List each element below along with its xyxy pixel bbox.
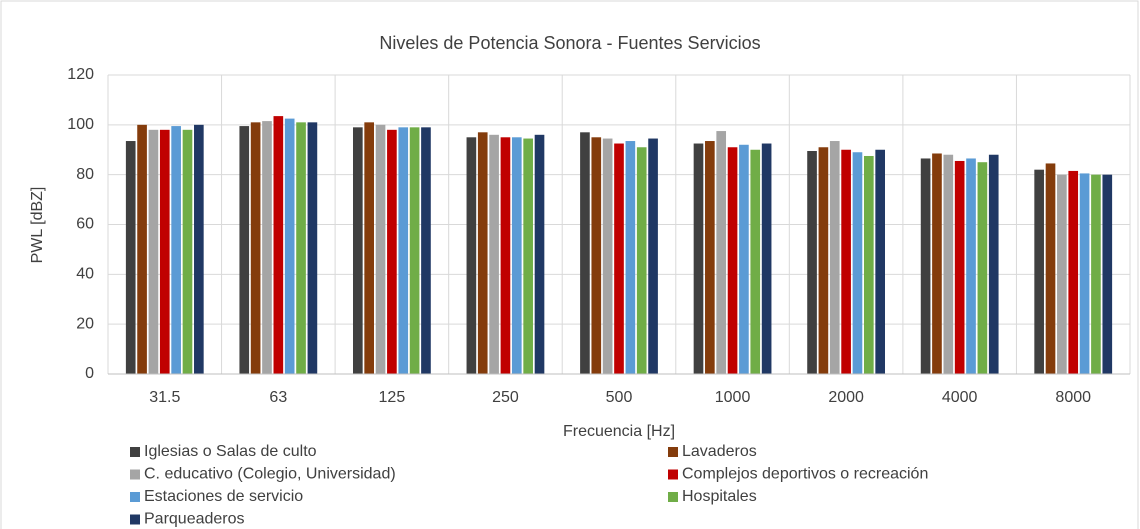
- bar: [716, 131, 727, 374]
- bar: [988, 154, 999, 374]
- legend-label: Complejos deportivos o recreación: [682, 466, 928, 483]
- bar: [625, 141, 636, 374]
- legend-swatch: [668, 469, 678, 480]
- legend-swatch: [130, 514, 140, 525]
- bar: [250, 122, 261, 374]
- y-tick-label: 80: [76, 166, 94, 183]
- x-tick-label: 125: [379, 389, 406, 406]
- bar: [1079, 173, 1090, 374]
- bar: [580, 132, 590, 374]
- legend-label: Iglesias o Salas de culto: [144, 443, 317, 460]
- bar: [818, 147, 829, 374]
- bar: [727, 147, 738, 374]
- y-tick-label: 60: [76, 216, 94, 233]
- x-tick-label: 500: [606, 389, 633, 406]
- bar: [273, 116, 284, 375]
- bar: [943, 154, 954, 374]
- bar: [409, 127, 420, 374]
- legend-label: Parqueaderos: [144, 511, 245, 528]
- x-tick-label: 250: [492, 389, 519, 406]
- bar: [489, 134, 499, 374]
- bar: [125, 141, 136, 374]
- legend-swatch: [668, 447, 678, 457]
- x-tick-label: 4000: [942, 389, 978, 406]
- y-tick-label: 20: [76, 315, 94, 332]
- bar: [307, 122, 318, 374]
- bar: [352, 127, 363, 374]
- bar: [920, 158, 931, 374]
- bar: [194, 124, 204, 374]
- bar: [262, 121, 272, 375]
- bar: [159, 129, 170, 374]
- bar: [239, 126, 250, 375]
- bar: [1034, 169, 1044, 374]
- bar: [829, 141, 840, 374]
- chart-title: Niveles de Potencia Sonora - Fuentes Ser…: [379, 33, 760, 53]
- x-tick-label: 63: [269, 389, 287, 406]
- bar: [693, 143, 704, 374]
- y-tick-label: 0: [85, 365, 94, 382]
- bar: [739, 144, 749, 374]
- bar: [966, 158, 976, 374]
- bar: [807, 150, 817, 374]
- legend-label: Estaciones de servicio: [144, 488, 303, 505]
- bar: [750, 149, 761, 374]
- bar: [614, 143, 624, 374]
- bar: [364, 122, 375, 374]
- bar: [636, 147, 647, 374]
- bar: [375, 124, 386, 374]
- bar: [648, 138, 658, 374]
- bar: [171, 126, 181, 375]
- x-tick-label: 31.5: [149, 389, 180, 406]
- x-tick-label: 1000: [715, 389, 751, 406]
- bar: [591, 137, 602, 374]
- bar: [863, 155, 874, 374]
- bar: [137, 124, 147, 374]
- bar: [477, 132, 488, 374]
- bar: [182, 129, 193, 374]
- bar: [841, 149, 851, 374]
- x-tick-label: 2000: [828, 389, 864, 406]
- bar: [387, 129, 397, 374]
- legend-swatch: [130, 447, 140, 457]
- y-axis-label: PWL [dBZ]: [29, 187, 46, 264]
- bar: [534, 134, 545, 374]
- bar: [875, 149, 886, 374]
- legend-label: Hospitales: [682, 488, 757, 505]
- y-tick-label: 120: [67, 66, 94, 83]
- bar: [1068, 170, 1079, 374]
- bar: [296, 122, 306, 374]
- bar: [398, 127, 409, 374]
- bar: [761, 143, 772, 374]
- legend-label: C. educativo (Colegio, Universidad): [144, 466, 396, 483]
- legend-swatch: [668, 492, 678, 502]
- bar: [954, 160, 965, 374]
- bar: [852, 152, 863, 374]
- y-tick-label: 100: [67, 116, 94, 133]
- bar: [511, 137, 522, 374]
- bar: [932, 153, 942, 374]
- bar: [523, 138, 533, 374]
- legend-swatch: [130, 469, 140, 480]
- bar: [421, 127, 431, 374]
- bar: [1057, 174, 1067, 374]
- bar: [466, 137, 477, 374]
- x-axis-label: Frecuencia [Hz]: [563, 423, 675, 440]
- y-tick-label: 40: [76, 266, 94, 283]
- bar: [1045, 163, 1056, 374]
- bar: [500, 137, 511, 374]
- x-tick-label: 8000: [1055, 389, 1091, 406]
- legend-swatch: [130, 492, 140, 502]
- bar: [705, 141, 715, 374]
- bar: [1091, 174, 1101, 374]
- bar: [148, 129, 159, 374]
- legend-label: Lavaderos: [682, 443, 757, 460]
- bar: [284, 118, 295, 375]
- bar: [977, 162, 988, 374]
- bar: [1102, 174, 1113, 374]
- bar: [602, 138, 613, 374]
